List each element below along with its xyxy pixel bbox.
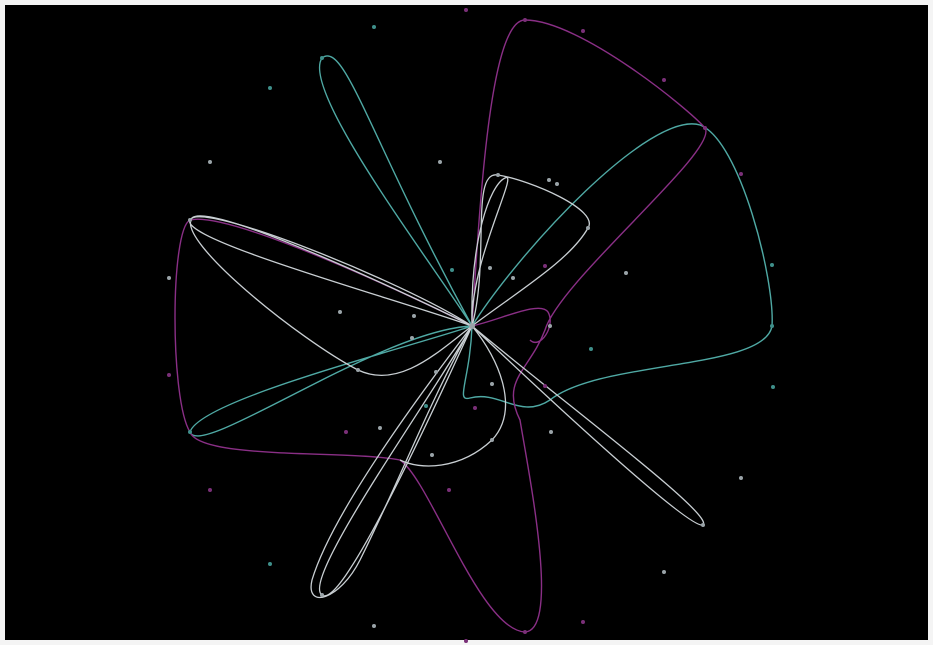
dot [372, 624, 376, 628]
dot [464, 8, 468, 12]
dot [320, 593, 324, 597]
purple-curves [174, 19, 707, 633]
dot [549, 430, 553, 434]
dot [662, 78, 666, 82]
dot [167, 276, 171, 280]
dot [430, 453, 434, 457]
dot [490, 382, 494, 386]
white-curve [471, 174, 590, 327]
dot [624, 271, 628, 275]
purple-curve [174, 19, 707, 633]
dot [268, 86, 272, 90]
dot [586, 226, 590, 230]
dot [703, 126, 707, 130]
dot [555, 182, 559, 186]
dot [488, 266, 492, 270]
dot [547, 178, 551, 182]
dot [412, 314, 416, 318]
dot [438, 160, 442, 164]
dot [581, 620, 585, 624]
dot [523, 630, 527, 634]
dot [490, 438, 494, 442]
dot [372, 25, 376, 29]
dot [543, 264, 547, 268]
dot [208, 488, 212, 492]
dot [338, 310, 342, 314]
dot [496, 173, 500, 177]
dot [268, 562, 272, 566]
dot [434, 370, 438, 374]
dot [469, 323, 475, 329]
dot [543, 384, 547, 388]
dot [739, 476, 743, 480]
dot [771, 385, 775, 389]
dot [581, 29, 585, 33]
dot [447, 488, 451, 492]
white-curve [189, 215, 473, 377]
dot [410, 336, 414, 340]
dot [208, 160, 212, 164]
dot [701, 523, 705, 527]
dot [464, 639, 468, 643]
dot [344, 430, 348, 434]
dot [548, 324, 552, 328]
white-curve [471, 177, 509, 327]
dot [662, 570, 666, 574]
dot [523, 18, 527, 22]
dot [511, 276, 515, 280]
dot [424, 404, 428, 408]
dot [770, 324, 774, 328]
dot [378, 426, 382, 430]
dot [167, 373, 171, 377]
dot [770, 263, 774, 267]
dot [450, 268, 454, 272]
dot [473, 406, 477, 410]
dots [167, 8, 775, 643]
dot [188, 430, 192, 434]
dot [188, 218, 192, 222]
white-curve [310, 325, 473, 598]
dot [356, 368, 360, 372]
dot [739, 172, 743, 176]
dot [589, 347, 593, 351]
dot [320, 56, 324, 60]
purple-curve [471, 307, 551, 343]
